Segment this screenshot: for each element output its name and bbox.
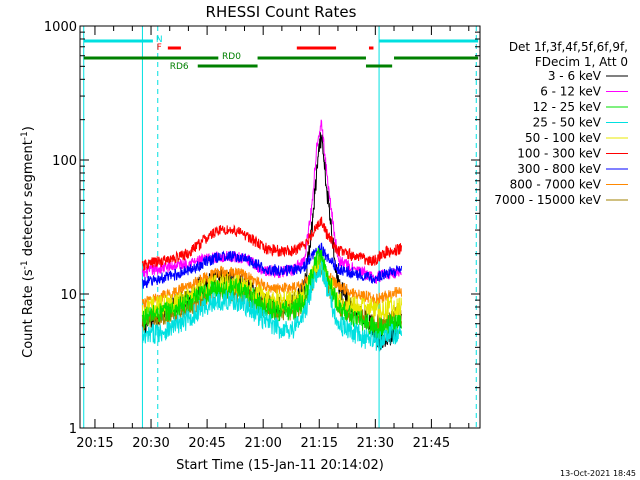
y-tick-label: 100 [52, 154, 77, 169]
x-tick-label: 20:45 [188, 436, 225, 451]
legend-entry-label: 6 - 12 keV [540, 85, 602, 99]
series-line-300-800kev [141, 242, 402, 289]
plot-background [80, 26, 480, 428]
rd6-label: RD6 [170, 62, 189, 72]
series-line-25-50kev [141, 259, 402, 352]
series-line-100-300kev [141, 216, 402, 271]
legend-header-line: Det 1f,3f,4f,5f,6f,9f, [509, 40, 628, 54]
x-tick-label: 21:45 [413, 436, 450, 451]
y-tick-label: 1000 [44, 20, 77, 35]
legend-entry-label: 12 - 25 keV [533, 100, 602, 114]
plot-area [80, 26, 480, 428]
night-label: N [156, 35, 163, 45]
legend-entry-label: 50 - 100 keV [525, 131, 602, 145]
flare-label: F [157, 43, 162, 53]
series-line-12-25kev [141, 247, 402, 340]
axes-layer: 1 10 100 1000 20:15 20:30 20:45 21:00 21:15 21:30… [44, 20, 481, 451]
legend: Det 1f,3f,4f,5f,6f,9f,FDecim 1, Att 03 -… [494, 40, 628, 207]
legend-entry-label: 100 - 300 keV [517, 147, 601, 161]
plot-frame [79, 25, 481, 429]
y-tick-label: 1 [69, 422, 77, 437]
legend-entry-label: 800 - 7000 keV [510, 178, 602, 192]
annotation-layer: NF RD0 RD6 [83, 26, 479, 428]
y-tick-label: 10 [60, 288, 77, 303]
legend-entry-label: 3 - 6 keV [548, 69, 602, 83]
x-tick-label: 20:15 [76, 436, 113, 451]
legend-entry-label: 300 - 800 keV [517, 162, 601, 176]
y-axis-title: Count Rate (s-1 detector segment-1) [20, 126, 36, 358]
series-layer [141, 119, 402, 352]
series-line-800-7000kev [141, 257, 402, 310]
timestamp: 13-Oct-2021 18:45 [560, 469, 636, 478]
x-axis-title: Start Time (15-Jan-11 20:14:02) [176, 458, 384, 473]
x-tick-label: 20:30 [132, 436, 169, 451]
legend-header-line: FDecim 1, Att 0 [535, 55, 628, 69]
legend-entry-label: 7000 - 15000 keV [494, 193, 601, 207]
x-tick-label: 21:15 [301, 436, 338, 451]
x-tick-label: 21:30 [357, 436, 394, 451]
x-tick-label: 21:00 [244, 436, 281, 451]
chart-title: RHESSI Count Rates [206, 3, 357, 21]
legend-entry-label: 25 - 50 keV [533, 116, 602, 130]
rd0-label: RD0 [222, 52, 241, 62]
series-line-6-12kev [141, 119, 402, 284]
